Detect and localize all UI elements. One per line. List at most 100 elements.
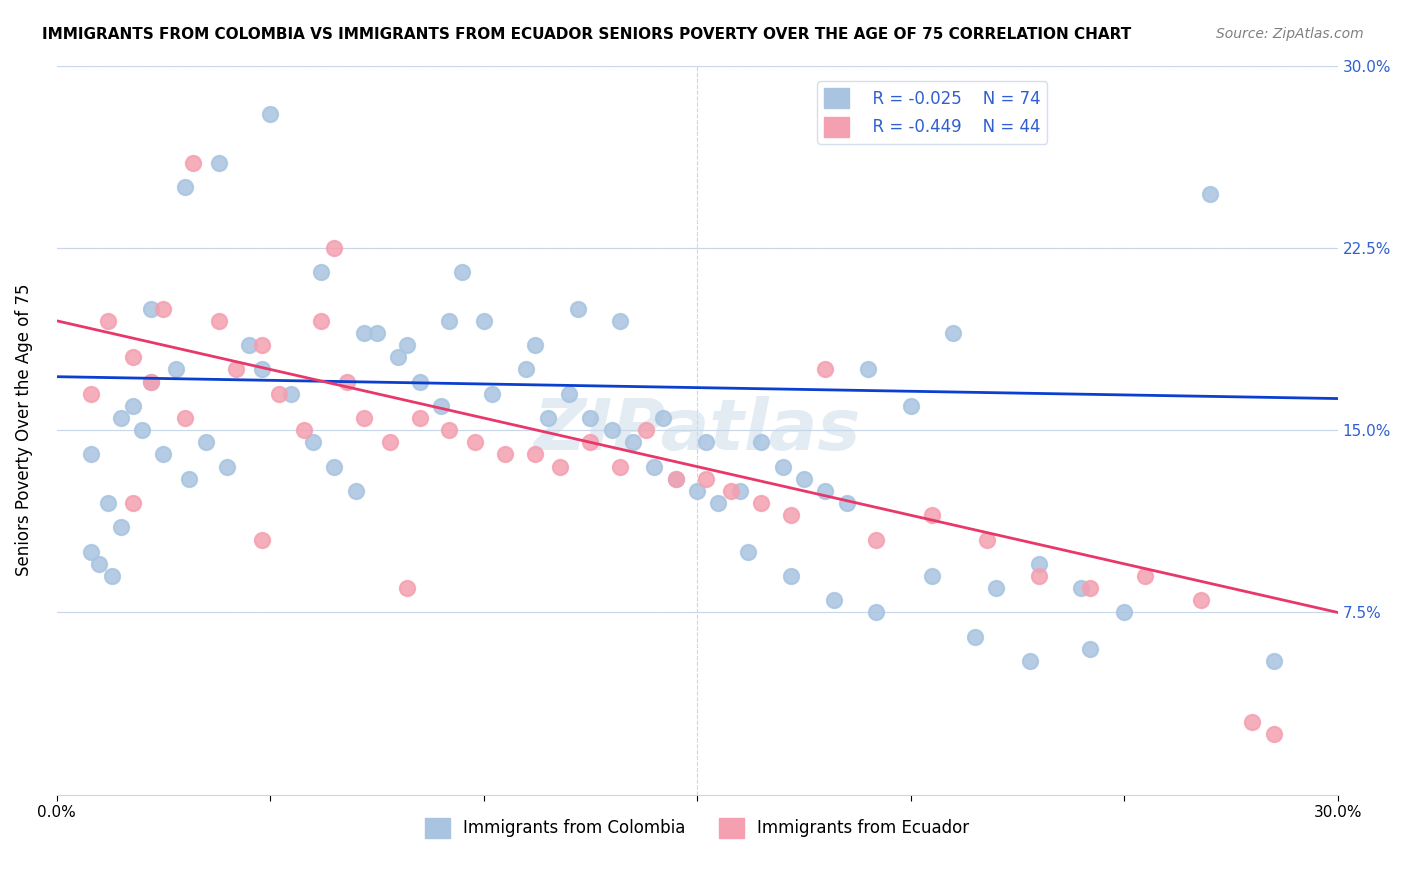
Point [1135, 569, 1157, 583]
Point [1114, 606, 1136, 620]
Point [728, 483, 751, 498]
Point [122, 496, 145, 510]
Point [1263, 654, 1285, 668]
Point [451, 265, 474, 279]
Point [366, 326, 388, 340]
Point [900, 399, 922, 413]
Point [780, 508, 803, 523]
Point [814, 483, 837, 498]
Point [408, 375, 430, 389]
Point [942, 326, 965, 340]
Point [1263, 727, 1285, 741]
Point [353, 411, 375, 425]
Point [395, 338, 418, 352]
Point [823, 593, 845, 607]
Y-axis label: Seniors Poverty Over the Age of 75: Seniors Poverty Over the Age of 75 [15, 284, 32, 576]
Point [139, 375, 162, 389]
Point [439, 314, 461, 328]
Point [652, 411, 675, 425]
Point [550, 459, 572, 474]
Point [110, 411, 132, 425]
Text: ZIPatlas: ZIPatlas [533, 396, 860, 465]
Point [1028, 557, 1050, 571]
Point [323, 241, 346, 255]
Point [311, 314, 333, 328]
Point [378, 435, 401, 450]
Point [707, 496, 730, 510]
Point [600, 423, 623, 437]
Point [686, 483, 709, 498]
Point [1189, 593, 1212, 607]
Point [80, 386, 103, 401]
Point [749, 435, 772, 450]
Text: Source: ZipAtlas.com: Source: ZipAtlas.com [1216, 27, 1364, 41]
Point [558, 386, 581, 401]
Point [1078, 581, 1101, 595]
Legend: Immigrants from Colombia, Immigrants from Ecuador: Immigrants from Colombia, Immigrants fro… [418, 811, 976, 845]
Point [749, 496, 772, 510]
Point [439, 423, 461, 437]
Point [152, 447, 174, 461]
Point [865, 606, 887, 620]
Point [101, 569, 124, 583]
Point [139, 301, 162, 316]
Point [921, 508, 943, 523]
Point [921, 569, 943, 583]
Point [173, 180, 195, 194]
Point [336, 375, 359, 389]
Point [609, 314, 631, 328]
Point [621, 435, 644, 450]
Point [643, 459, 665, 474]
Point [720, 483, 742, 498]
Point [250, 338, 273, 352]
Point [1241, 714, 1264, 729]
Point [793, 472, 815, 486]
Point [80, 544, 103, 558]
Point [301, 435, 323, 450]
Point [80, 447, 103, 461]
Point [208, 314, 231, 328]
Point [695, 435, 717, 450]
Point [1070, 581, 1092, 595]
Point [984, 581, 1007, 595]
Point [430, 399, 453, 413]
Point [97, 496, 120, 510]
Point [139, 375, 162, 389]
Point [665, 472, 688, 486]
Point [177, 472, 200, 486]
Point [353, 326, 375, 340]
Point [1028, 569, 1050, 583]
Point [523, 338, 546, 352]
Point [865, 533, 887, 547]
Text: IMMIGRANTS FROM COLOMBIA VS IMMIGRANTS FROM ECUADOR SENIORS POVERTY OVER THE AGE: IMMIGRANTS FROM COLOMBIA VS IMMIGRANTS F… [42, 27, 1132, 42]
Point [494, 447, 516, 461]
Point [344, 483, 367, 498]
Point [1198, 187, 1220, 202]
Point [311, 265, 333, 279]
Point [963, 630, 986, 644]
Point [856, 362, 879, 376]
Point [195, 435, 218, 450]
Point [89, 557, 111, 571]
Point [267, 386, 290, 401]
Point [131, 423, 153, 437]
Point [280, 386, 302, 401]
Point [579, 411, 602, 425]
Point [259, 107, 281, 121]
Point [1078, 641, 1101, 656]
Point [395, 581, 418, 595]
Point [208, 156, 231, 170]
Point [225, 362, 247, 376]
Point [737, 544, 759, 558]
Point [250, 533, 273, 547]
Point [122, 350, 145, 364]
Point [152, 301, 174, 316]
Point [772, 459, 794, 474]
Point [292, 423, 315, 437]
Point [250, 362, 273, 376]
Point [97, 314, 120, 328]
Point [835, 496, 858, 510]
Point [814, 362, 837, 376]
Point [408, 411, 430, 425]
Point [695, 472, 717, 486]
